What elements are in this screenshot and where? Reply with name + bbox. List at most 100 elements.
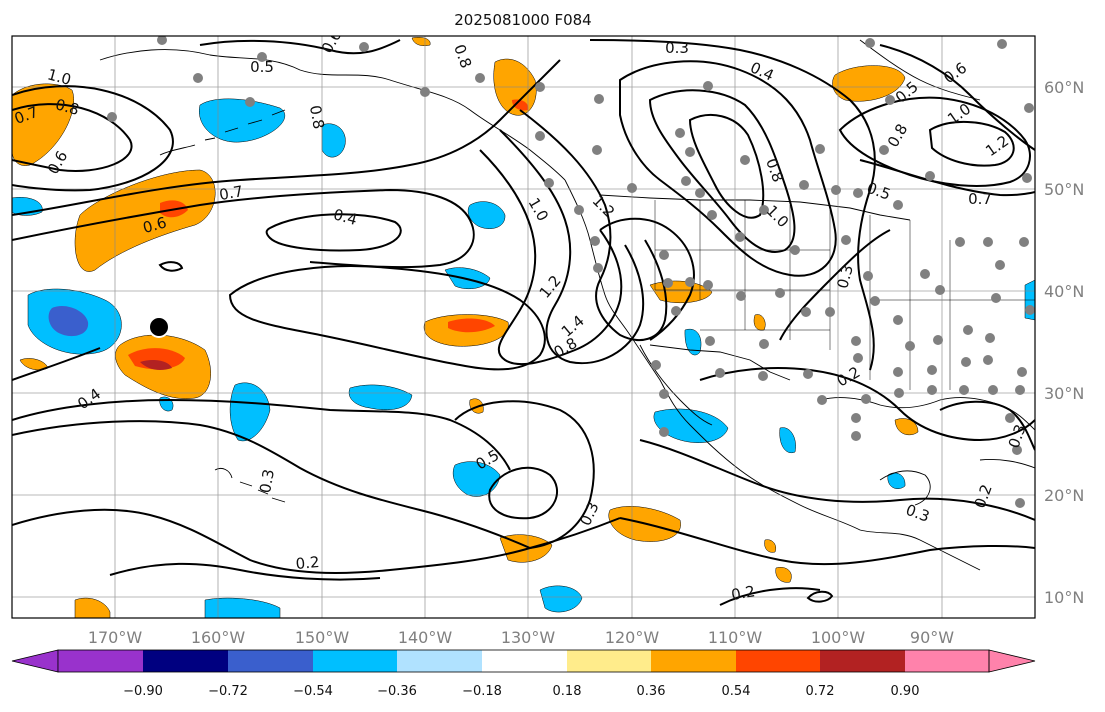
- colorbar-tick-label: 0.72: [806, 684, 835, 699]
- station-dot: [1025, 305, 1035, 315]
- colorbar-segment: [228, 650, 313, 672]
- negative-region: [444, 267, 491, 289]
- contour-line: [939, 400, 1035, 451]
- contour-line: [12, 347, 101, 381]
- lon-label-130w: 130°W: [501, 628, 556, 647]
- station-dot: [593, 263, 603, 273]
- station-dot: [879, 145, 889, 155]
- station-dot: [107, 112, 117, 122]
- lat-label-10n: 10°N: [1044, 588, 1084, 607]
- positive-region: [832, 65, 906, 102]
- station-dot: [985, 333, 995, 343]
- contour-line: [648, 89, 796, 253]
- station-dot: [983, 355, 993, 365]
- contour-label: 1.0: [45, 65, 73, 89]
- colorbar-segment: [820, 650, 905, 672]
- negative-region: [779, 427, 796, 454]
- station-dot: [935, 285, 945, 295]
- station-dot: [799, 180, 809, 190]
- station-dot: [681, 176, 691, 186]
- lat-label-60n: 60°N: [1044, 78, 1084, 97]
- station-dot: [825, 307, 835, 317]
- contour-line: [12, 398, 511, 471]
- hawaii-islands: [214, 467, 286, 503]
- station-dot: [705, 336, 715, 346]
- contour-label: 0.8: [53, 95, 81, 119]
- station-dot: [740, 155, 750, 165]
- station-dot: [865, 38, 875, 48]
- station-dot: [959, 385, 969, 395]
- station-dot: [759, 205, 769, 215]
- station-dot: [893, 315, 903, 325]
- station-dot: [905, 341, 915, 351]
- lat-label-40n: 40°N: [1044, 282, 1084, 301]
- lat-label-30n: 30°N: [1044, 384, 1084, 403]
- latitude-labels: 60°N 50°N 40°N 30°N 20°N 10°N: [1044, 78, 1084, 607]
- station-dot: [592, 145, 602, 155]
- station-dot: [651, 360, 661, 370]
- colorbar-tick-label: −0.72: [208, 684, 248, 699]
- station-dot: [1024, 103, 1034, 113]
- contour-line: [779, 229, 891, 341]
- contour-line: [519, 109, 668, 341]
- station-dot: [257, 52, 267, 62]
- longitude-labels: 170°W 160°W 150°W 140°W 130°W 120°W 110°…: [88, 628, 954, 647]
- station-dot: [831, 185, 841, 195]
- contour-line: [12, 103, 133, 172]
- contour-line: [599, 217, 695, 341]
- station-dot: [685, 277, 695, 287]
- station-dot: [997, 39, 1007, 49]
- lon-label-120w: 120°W: [605, 628, 660, 647]
- station-dot: [475, 73, 485, 83]
- negative-region: [467, 201, 506, 229]
- alaska-coast: [99, 49, 566, 181]
- colorbar-segment: [905, 650, 989, 672]
- station-dot: [659, 250, 669, 260]
- colorbar-segment: [143, 650, 228, 672]
- station-dot: [988, 385, 998, 395]
- contour-label: 0.3: [665, 39, 689, 57]
- negative-region: [48, 305, 89, 337]
- contour-label: 0.2: [730, 582, 757, 604]
- lon-label-170w: 170°W: [88, 628, 143, 647]
- contour-label: 0.2: [295, 553, 320, 573]
- colorbar-extend-low: [11, 649, 59, 673]
- map-panel: 1.0 0.8 0.7 0.6 0.5 0.8 0.8 0.6 0.3 0.4 …: [11, 35, 1036, 619]
- map-background: [12, 36, 1035, 618]
- contour-line: [109, 562, 381, 581]
- station-dot: [193, 73, 203, 83]
- contour-line: [488, 466, 559, 520]
- station-dot: [1019, 237, 1029, 247]
- station-dot: [157, 36, 167, 45]
- station-dot: [594, 94, 604, 104]
- station-dot: [870, 296, 880, 306]
- negative-region: [348, 384, 413, 411]
- station-dot: [963, 325, 973, 335]
- positive-region: [74, 597, 111, 618]
- positive-region: [764, 539, 776, 553]
- station-dot: [894, 388, 904, 398]
- contour-line: [479, 149, 623, 366]
- station-dot: [925, 171, 935, 181]
- station-dot: [851, 336, 861, 346]
- lon-label-100w: 100°W: [811, 628, 866, 647]
- colorbar: −0.90 −0.72 −0.54 −0.36 −0.18 0.18 0.36 …: [11, 649, 1036, 699]
- contour-line: [12, 188, 475, 269]
- contour-line: [859, 159, 1035, 197]
- contour-label: 0.5: [250, 58, 274, 76]
- contour-line: [928, 121, 1015, 167]
- colorbar-segment: [397, 650, 482, 672]
- station-dot: [955, 237, 965, 247]
- lat-label-50n: 50°N: [1044, 180, 1084, 199]
- station-dot: [245, 97, 255, 107]
- colorbar-segment: [313, 650, 397, 672]
- storm-center-marker: [148, 316, 170, 338]
- lon-label-160w: 160°W: [191, 628, 246, 647]
- contour-line: [688, 114, 765, 219]
- station-dot: [663, 278, 673, 288]
- contour-line: [12, 85, 174, 192]
- colorbar-tick-label: −0.36: [377, 684, 417, 699]
- station-dot: [590, 236, 600, 246]
- station-dot: [790, 245, 800, 255]
- colorbar-segment: [482, 650, 567, 672]
